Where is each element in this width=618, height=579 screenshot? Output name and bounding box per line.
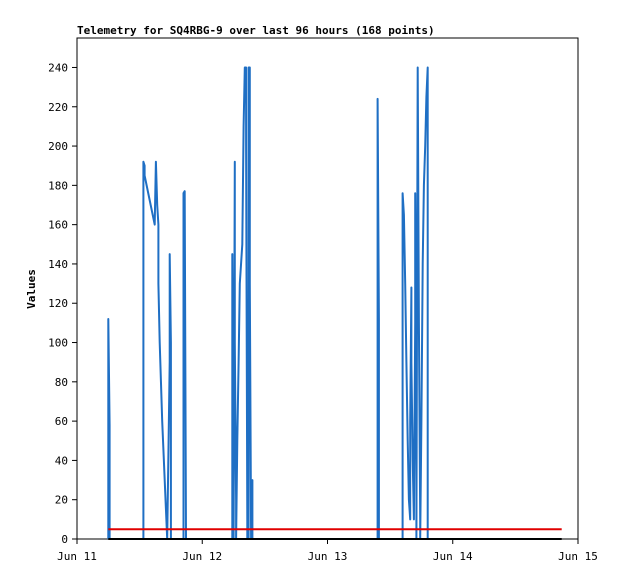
y-tick-label: 80 [55,376,68,389]
chart-title: Telemetry for SQ4RBG-9 over last 96 hour… [77,24,435,37]
y-tick-label: 220 [48,101,68,114]
y-tick-label: 0 [61,533,68,546]
y-tick-label: 120 [48,297,68,310]
y-tick-label: 180 [48,179,68,192]
y-tick-label: 40 [55,454,68,467]
y-axis: 0 20 40 60 80 100 120 140 160 180 200 220 240 [48,61,77,546]
y-tick-label: 100 [48,337,68,350]
x-tick-label: Jun 11 [57,550,97,563]
x-tick-label: Jun 14 [433,550,473,563]
y-tick-label: 60 [55,415,68,428]
y-tick-label: 140 [48,258,68,271]
x-tick-label: Jun 12 [182,550,222,563]
y-axis-label: Values [25,269,38,309]
y-tick-label: 240 [48,61,68,74]
series-line-1 [107,66,429,540]
plot-frame [76,37,579,540]
y-tick-label: 200 [48,140,68,153]
series-layer [107,66,562,540]
y-tick-label: 20 [55,494,68,507]
x-tick-label: Jun 15 [558,550,598,563]
x-axis: Jun 11 Jun 12 Jun 13 Jun 14 Jun 15 [57,539,598,563]
y-tick-label: 160 [48,219,68,232]
x-tick-label: Jun 13 [308,550,348,563]
